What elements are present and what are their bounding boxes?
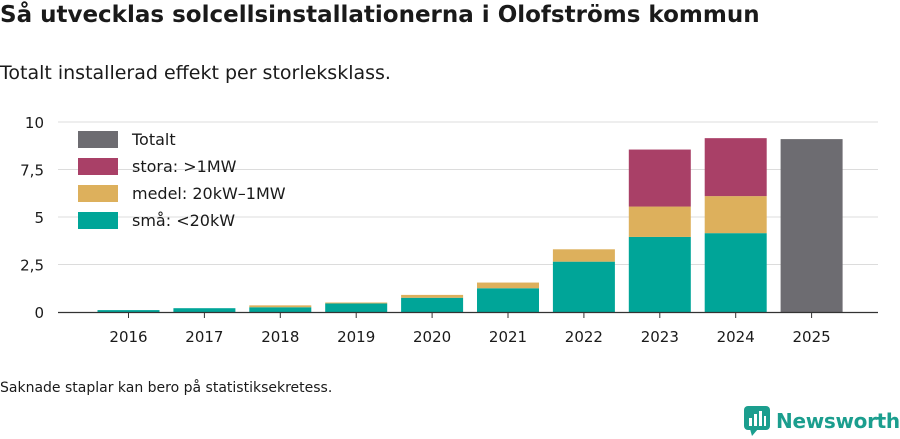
bar-segment xyxy=(552,261,615,312)
newsworthy-logo-icon xyxy=(744,406,770,436)
y-tick-label: 7,5 xyxy=(20,162,44,180)
legend-swatch xyxy=(78,158,118,175)
bar-segment xyxy=(97,310,160,312)
y-tick-label: 5 xyxy=(34,209,44,227)
x-tick-label: 2020 xyxy=(413,328,451,346)
x-tick-label: 2024 xyxy=(717,328,755,346)
x-tick-label: 2023 xyxy=(641,328,679,346)
footnote: Saknade staplar kan bero på statistiksek… xyxy=(0,380,333,396)
y-tick-label: 2,5 xyxy=(20,257,44,275)
legend: Totalt stora: >1MW medel: 20kW–1MW små: <20… xyxy=(78,130,286,230)
bar-segment xyxy=(704,196,767,234)
x-tick-label: 2016 xyxy=(109,328,147,346)
newsworthy-logo[interactable]: Newsworthy xyxy=(744,406,900,436)
bar-segment xyxy=(628,236,691,312)
bar-segment xyxy=(325,302,388,304)
legend-label: stora: >1MW xyxy=(132,157,237,176)
bar-chart: 02,557,510 2016 2017 2018 2019 2020 2021 2022 2… xyxy=(20,114,878,346)
bar-segment xyxy=(704,138,767,197)
bar-segment xyxy=(477,282,539,289)
x-tick-label: 2019 xyxy=(337,328,375,346)
legend-swatch xyxy=(78,212,118,229)
bar-segment xyxy=(325,303,388,312)
bars xyxy=(97,138,843,312)
bar-segment xyxy=(552,249,615,262)
x-tick-label: 2018 xyxy=(261,328,299,346)
legend-swatch xyxy=(78,131,118,148)
bar-segment xyxy=(477,288,539,312)
bar-segment xyxy=(173,308,236,312)
legend-label: små: <20kW xyxy=(132,211,235,230)
x-tick-label: 2021 xyxy=(489,328,527,346)
newsworthy-logo-text: Newsworthy xyxy=(776,409,900,433)
bar-segment xyxy=(249,305,312,308)
y-tick-label: 0 xyxy=(34,304,44,322)
x-tick-label: 2017 xyxy=(185,328,223,346)
y-tick-label: 10 xyxy=(25,114,44,132)
legend-swatch xyxy=(78,185,118,202)
y-axis: 0 2,5 5 7,5 10 xyxy=(20,114,44,322)
bar-segment xyxy=(780,139,843,312)
x-axis: 2016 2017 2018 2019 2020 2021 2022 2023 2024 2025 xyxy=(58,311,878,346)
chart-subtitle: Totalt installerad effekt per storlekskl… xyxy=(0,62,391,84)
chart-title: Så utvecklas solcellsinstallationerna i … xyxy=(0,2,760,28)
x-tick-label: 2025 xyxy=(793,328,831,346)
bar-segment xyxy=(628,206,691,237)
bar-segment xyxy=(704,233,767,312)
x-tick-label: 2022 xyxy=(565,328,603,346)
legend-label: Totalt xyxy=(131,130,176,149)
bar-segment xyxy=(401,297,464,312)
bar-segment xyxy=(249,307,312,312)
legend-label: medel: 20kW–1MW xyxy=(132,184,286,203)
bar-segment xyxy=(401,294,464,298)
bar-segment xyxy=(628,149,691,207)
